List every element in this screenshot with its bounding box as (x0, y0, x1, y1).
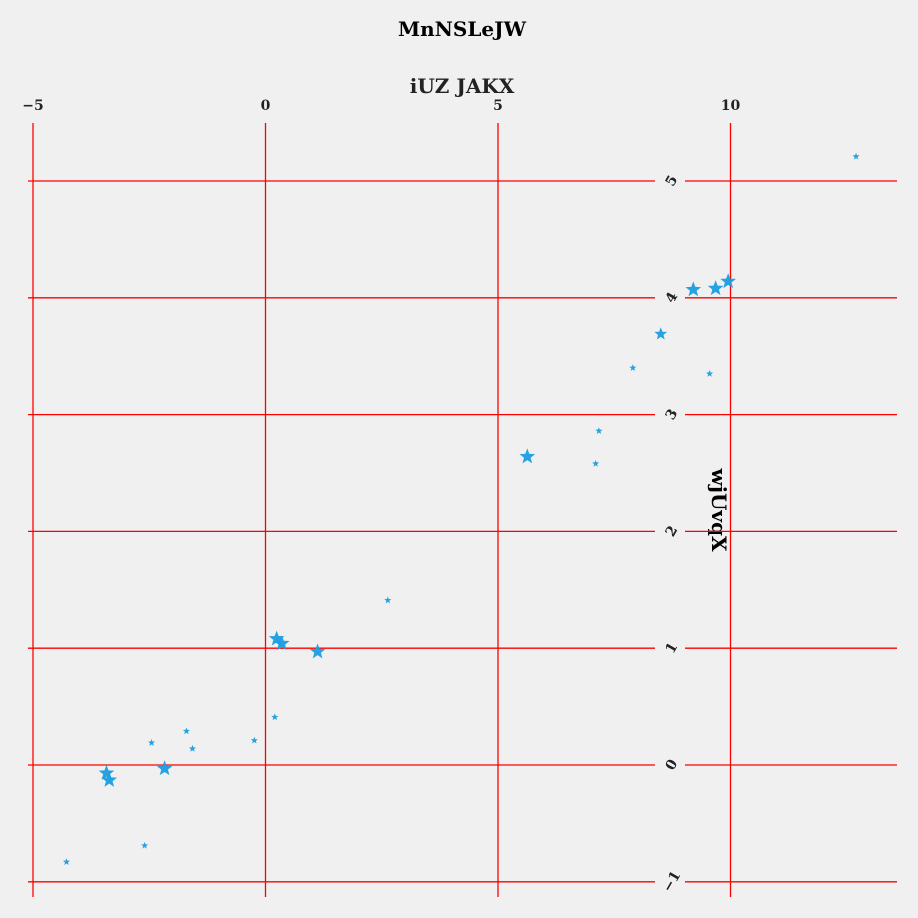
y-axis-label: wjUvqX (707, 467, 731, 552)
x-axis-label: iUZ JAKX (410, 74, 515, 98)
scatter-point (707, 280, 724, 296)
scatter-point (268, 630, 285, 646)
y-tick-background (655, 756, 685, 774)
scatter-point (309, 643, 326, 659)
scatter-point (188, 744, 197, 752)
y-tick-label: −1 (660, 868, 685, 895)
y-tick-background (655, 872, 685, 891)
scatter-point (384, 596, 392, 604)
scatter-point (852, 152, 860, 160)
scatter-point (182, 727, 191, 735)
y-tick-background (655, 405, 685, 424)
y-tick-background (655, 172, 685, 190)
x-tick-label: 0 (261, 98, 271, 114)
scatter-point (271, 713, 279, 721)
y-tick-background (655, 639, 685, 658)
scatter-point (98, 764, 115, 780)
scatter-point (250, 736, 258, 744)
scatter-point (141, 841, 149, 849)
scatter-point (592, 459, 600, 467)
x-tick-label: 5 (493, 98, 503, 114)
scatter-point (62, 858, 71, 865)
scatter-point (519, 448, 536, 464)
x-tick-label: 10 (721, 98, 741, 114)
scatter-point (685, 281, 702, 297)
y-tick-background (655, 288, 685, 307)
scatter-point (273, 635, 290, 651)
chart-title: MnNSLeJW (398, 17, 527, 41)
scatter-point (706, 369, 714, 377)
y-tick-background (655, 522, 685, 541)
scatter-point (101, 771, 118, 787)
scatter-point (629, 364, 637, 371)
gridlines (28, 123, 897, 897)
x-tick-label: −5 (22, 98, 43, 114)
scatter-point (148, 739, 156, 746)
scatter-point (595, 427, 603, 434)
scatter-point (720, 273, 737, 289)
scatter-point (156, 760, 173, 776)
data-points (62, 152, 860, 865)
scatter-point (654, 327, 668, 340)
